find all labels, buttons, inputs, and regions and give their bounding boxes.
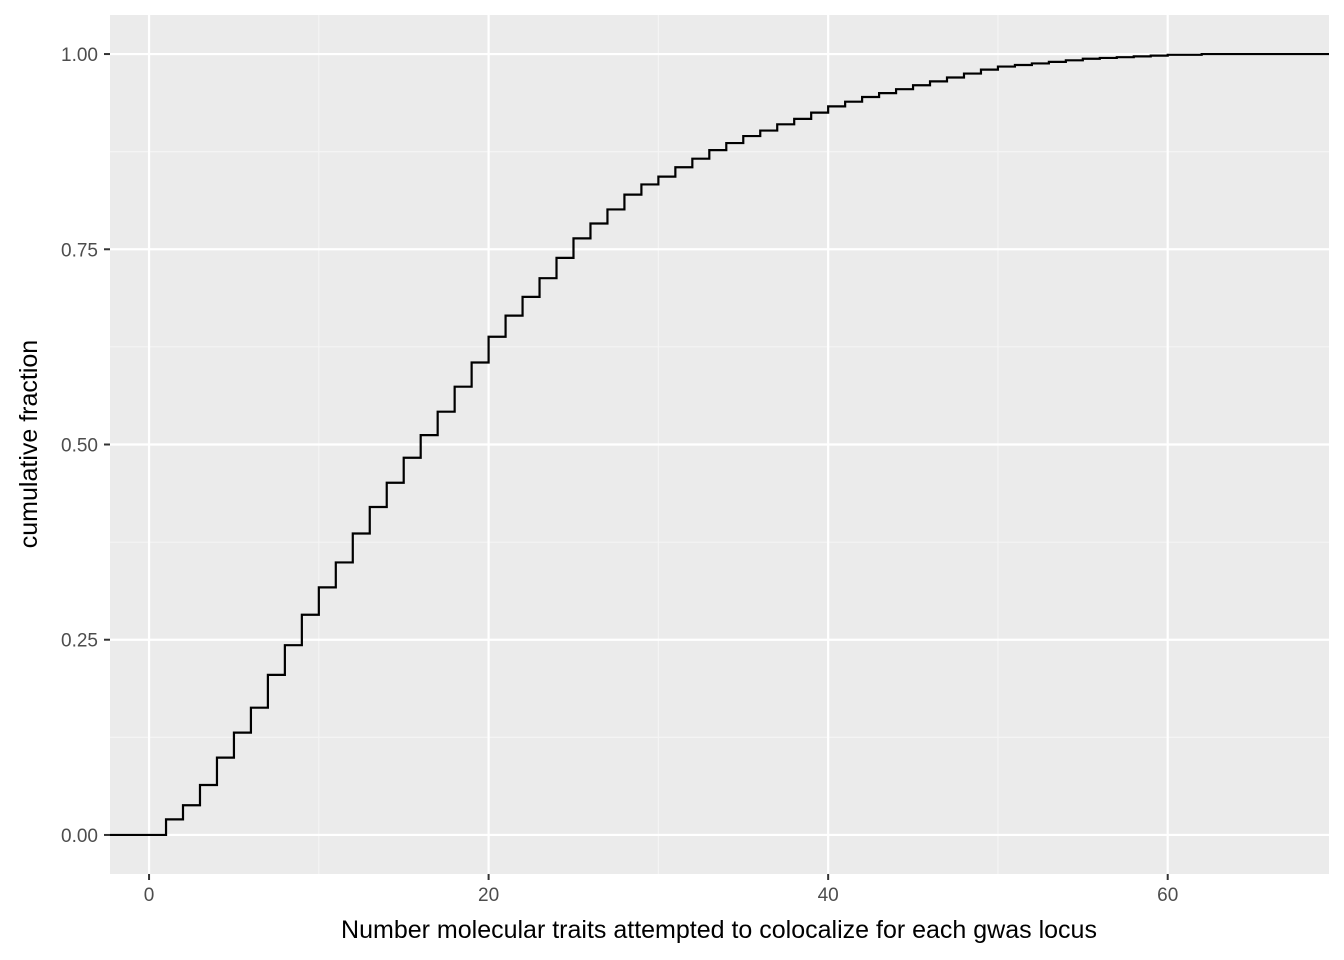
y-tick-label: 0.50: [61, 436, 98, 457]
y-tick-label: 0.25: [61, 631, 98, 652]
x-tick-label: 40: [818, 885, 839, 906]
y-axis-title: cumulative fraction: [15, 340, 43, 548]
x-axis: 0 20 40 60: [144, 874, 1178, 906]
x-tick-label: 0: [144, 885, 155, 906]
x-tick-label: 20: [478, 885, 499, 906]
y-tick-label: 0.75: [61, 240, 98, 261]
y-tick-label: 0.00: [61, 826, 98, 847]
y-axis: 0.00 0.25 0.50 0.75 1.00: [61, 45, 110, 847]
y-tick-label: 1.00: [61, 45, 98, 66]
ecdf-step-line: [110, 52, 1329, 837]
major-gridlines: [110, 15, 1329, 874]
x-axis-title: Number molecular traits attempted to col…: [341, 916, 1097, 944]
x-tick-label: 60: [1157, 885, 1178, 906]
